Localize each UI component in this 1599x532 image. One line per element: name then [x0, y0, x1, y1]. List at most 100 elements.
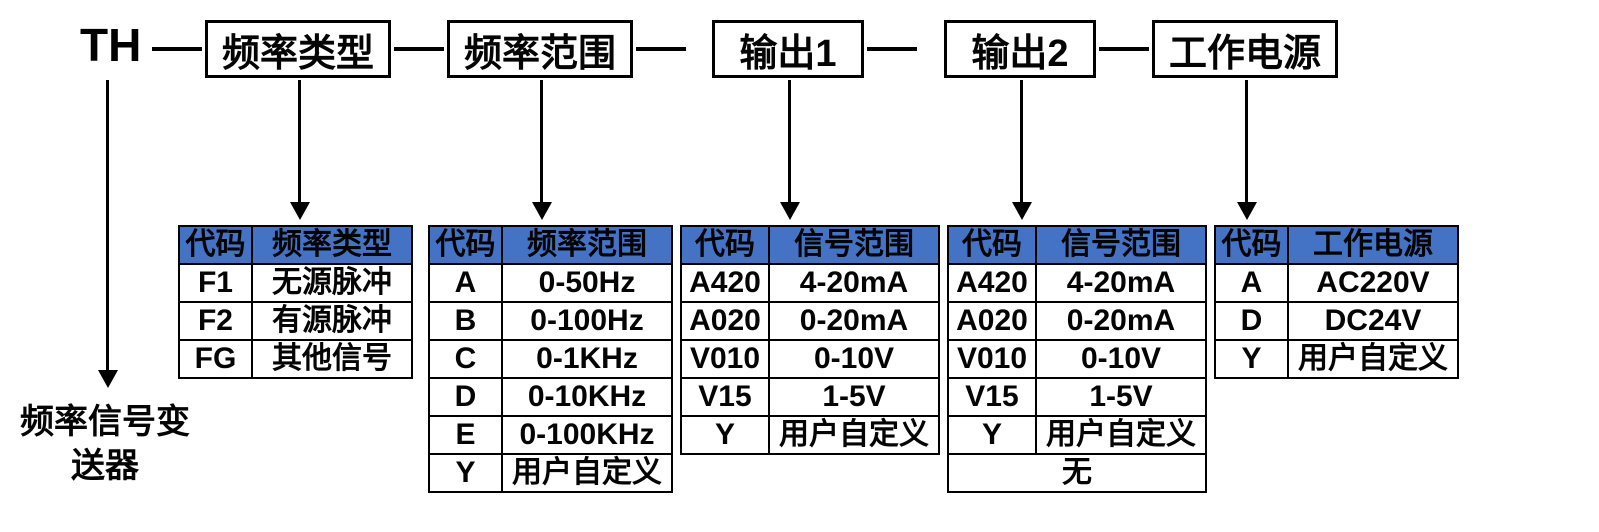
note-line1: 频率信号变: [20, 403, 190, 441]
table-cell: V15: [948, 378, 1036, 416]
table-row: B0-100Hz: [429, 302, 672, 340]
table-row: Y用户自定义: [948, 416, 1206, 454]
table-row: A0200-20mA: [681, 302, 939, 340]
table-cell: F1: [179, 264, 252, 302]
table-row: V151-5V: [681, 378, 939, 416]
connector-dash: [152, 47, 202, 51]
table-header-cell: 代码: [681, 226, 769, 264]
table-row: A4204-20mA: [948, 264, 1206, 302]
table-cell: AC220V: [1288, 264, 1458, 302]
table-cell: 用户自定义: [1036, 416, 1206, 454]
segment-table-power: 代码工作电源AAC220VDDC24VY用户自定义: [1214, 225, 1459, 379]
table-header-cell: 信号范围: [1036, 226, 1206, 264]
table-cell: V15: [681, 378, 769, 416]
table-row: D0-10KHz: [429, 378, 672, 416]
table-header-cell: 代码: [429, 226, 502, 264]
segment-arrow-line: [1245, 80, 1248, 204]
table-cell: A420: [948, 264, 1036, 302]
table-cell: 0-1KHz: [502, 340, 672, 378]
table-header-cell: 代码: [179, 226, 252, 264]
table-cell: A: [1215, 264, 1288, 302]
table-cell: E: [429, 416, 502, 454]
segment-arrow-head: [780, 202, 800, 220]
table-row: V0100-10V: [681, 340, 939, 378]
table-row: A0200-20mA: [948, 302, 1206, 340]
table-cell: 1-5V: [1036, 378, 1206, 416]
note-line2: 送器: [71, 447, 139, 485]
segment-arrow-head: [1012, 202, 1032, 220]
table-cell: 0-10V: [1036, 340, 1206, 378]
segment-table-freqtype: 代码频率类型F1无源脉冲F2有源脉冲FG其他信号: [178, 225, 413, 379]
table-row: DDC24V: [1215, 302, 1458, 340]
table-cell: FG: [179, 340, 252, 378]
segment-arrow-line: [540, 80, 543, 204]
table-row: A4204-20mA: [681, 264, 939, 302]
table-cell: V010: [948, 340, 1036, 378]
table-row: Y用户自定义: [1215, 340, 1458, 378]
table-cell: A020: [681, 302, 769, 340]
table-row: F2有源脉冲: [179, 302, 412, 340]
segment-box-out2: 输出2: [944, 20, 1096, 78]
table-row: F1无源脉冲: [179, 264, 412, 302]
table-cell: C: [429, 340, 502, 378]
table-cell: B: [429, 302, 502, 340]
table-row: Y用户自定义: [681, 416, 939, 454]
connector-dash: [394, 47, 444, 51]
segment-arrow-head: [532, 202, 552, 220]
table-cell: 有源脉冲: [252, 302, 412, 340]
table-cell: 4-20mA: [769, 264, 939, 302]
table-cell: D: [429, 378, 502, 416]
table-header-cell: 代码: [1215, 226, 1288, 264]
table-cell: 0-20mA: [769, 302, 939, 340]
connector-dash: [636, 47, 686, 51]
table-cell: 0-100Hz: [502, 302, 672, 340]
table-cell: 4-20mA: [1036, 264, 1206, 302]
prefix-arrow-line: [106, 80, 109, 372]
table-row: V0100-10V: [948, 340, 1206, 378]
segment-arrow-line: [1020, 80, 1023, 204]
table-row: V151-5V: [948, 378, 1206, 416]
segment-box-freqtype: 频率类型: [205, 20, 391, 78]
segment-table-out1: 代码信号范围A4204-20mAA0200-20mAV0100-10VV151-…: [680, 225, 940, 455]
table-cell: Y: [1215, 340, 1288, 378]
table-cell: A020: [948, 302, 1036, 340]
table-row: FG其他信号: [179, 340, 412, 378]
segment-arrow-head: [1237, 202, 1257, 220]
table-cell: Y: [429, 454, 502, 492]
segment-arrow-line: [788, 80, 791, 204]
table-cell: 0-100KHz: [502, 416, 672, 454]
connector-dash: [867, 47, 917, 51]
table-row: C0-1KHz: [429, 340, 672, 378]
segment-box-freqrange: 频率范围: [447, 20, 633, 78]
table-cell: 0-50Hz: [502, 264, 672, 302]
segment-table-freqrange: 代码频率范围A0-50HzB0-100HzC0-1KHzD0-10KHzE0-1…: [428, 225, 673, 493]
table-cell: 无: [948, 454, 1206, 492]
table-row: Y用户自定义: [429, 454, 672, 492]
table-cell: D: [1215, 302, 1288, 340]
model-prefix: TH: [80, 18, 141, 72]
table-cell: A: [429, 264, 502, 302]
model-note: 频率信号变 送器: [0, 400, 210, 488]
table-header-cell: 频率范围: [502, 226, 672, 264]
table-cell: 1-5V: [769, 378, 939, 416]
table-cell: F2: [179, 302, 252, 340]
table-row: A0-50Hz: [429, 264, 672, 302]
table-header-cell: 信号范围: [769, 226, 939, 264]
table-cell: 用户自定义: [502, 454, 672, 492]
table-cell: 0-20mA: [1036, 302, 1206, 340]
table-row: E0-100KHz: [429, 416, 672, 454]
segment-arrow-line: [298, 80, 301, 204]
table-cell: V010: [681, 340, 769, 378]
table-header-cell: 频率类型: [252, 226, 412, 264]
table-cell: 用户自定义: [769, 416, 939, 454]
table-cell: Y: [948, 416, 1036, 454]
table-row: AAC220V: [1215, 264, 1458, 302]
table-cell: 无源脉冲: [252, 264, 412, 302]
table-row: 无: [948, 454, 1206, 492]
segment-box-out1: 输出1: [712, 20, 864, 78]
prefix-arrow-head: [98, 370, 118, 388]
segment-arrow-head: [290, 202, 310, 220]
table-cell: 用户自定义: [1288, 340, 1458, 378]
table-cell: 0-10KHz: [502, 378, 672, 416]
table-cell: Y: [681, 416, 769, 454]
